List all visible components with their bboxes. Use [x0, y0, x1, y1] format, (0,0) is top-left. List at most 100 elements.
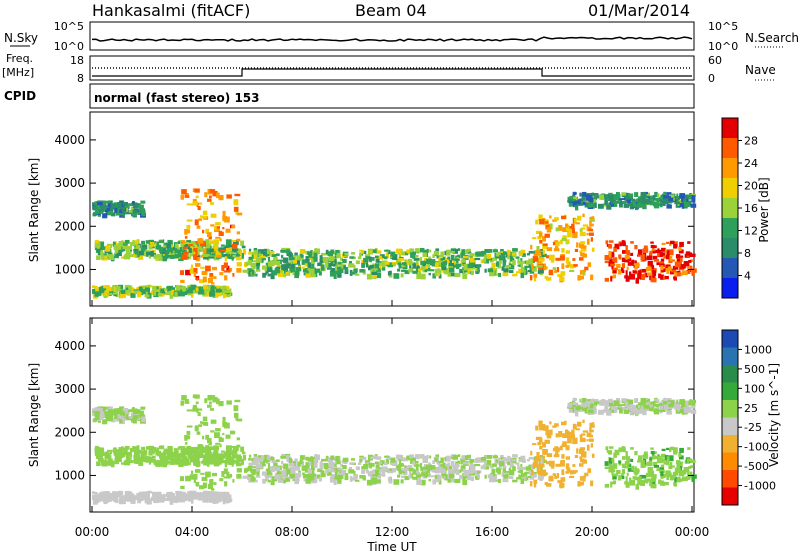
power-cell: [379, 267, 384, 271]
power-cell: [579, 270, 583, 275]
velocity-cell: [98, 492, 105, 499]
velocity-cell: [156, 447, 160, 453]
power-cell: [562, 227, 568, 232]
velocity-cell: [570, 405, 576, 408]
velocity-cell: [337, 472, 343, 476]
power-cell: [221, 265, 225, 271]
power-cell: [123, 206, 126, 211]
power-cell: [673, 243, 678, 249]
velocity-cell: [164, 494, 168, 497]
power-cell: [190, 240, 197, 247]
power-cell: [120, 289, 126, 294]
velocity-cell: [679, 447, 684, 453]
power-cell: [559, 239, 563, 245]
power-cell: [624, 259, 630, 263]
velocity-cell: [184, 493, 189, 500]
velocity-cell: [442, 463, 445, 466]
power-cell: [649, 275, 652, 281]
velocity-cell: [210, 430, 215, 433]
power-cell: [294, 270, 300, 276]
velocity-cell: [383, 462, 388, 466]
power-cell: [350, 252, 356, 255]
power-cell: [123, 244, 127, 247]
velocity-cell: [222, 498, 226, 505]
velocity-cell: [198, 444, 202, 448]
power-cell: [168, 290, 172, 295]
power-cell: [594, 202, 597, 208]
velocity-cell: [236, 437, 240, 441]
power-cell: [443, 268, 446, 274]
power-cell: [461, 249, 465, 254]
power-cell: [209, 195, 212, 199]
velocity-cell: [169, 493, 176, 496]
power-cell: [325, 249, 329, 255]
velocity-cell: [327, 457, 334, 463]
velocity-cell: [660, 480, 664, 486]
velocity-cell: [107, 409, 111, 414]
velocity-cell: [626, 472, 629, 476]
velocity-cell: [209, 401, 212, 405]
power-cell: [274, 268, 280, 274]
velocity-cell: [503, 465, 507, 469]
power-cell: [371, 273, 377, 278]
velocity-cell: [591, 422, 595, 425]
velocity-cell: [359, 455, 364, 458]
power-cell: [621, 269, 625, 273]
velocity-cell: [204, 498, 209, 503]
velocity-cell: [232, 460, 236, 464]
velocity-cell: [554, 423, 559, 427]
power-cell: [633, 202, 636, 207]
power-cell: [566, 224, 570, 231]
velocity-cell: [92, 408, 96, 411]
power-cell: [412, 263, 417, 269]
velocity-cell: [494, 458, 497, 464]
power-cell: [157, 288, 162, 294]
velocity-cell: [680, 461, 684, 464]
power-cell: [409, 262, 412, 269]
velocity-cell: [179, 476, 184, 481]
velocity-cell: [120, 452, 123, 456]
power-cell: [214, 228, 220, 232]
power-cell: [354, 273, 360, 276]
power-cell: [589, 218, 595, 222]
power-cell: [200, 215, 203, 218]
power-cell: [369, 250, 375, 253]
power-cell: [559, 276, 565, 282]
velocity-cell: [113, 450, 117, 456]
velocity-cell: [363, 456, 367, 460]
velocity-cell: [661, 453, 666, 458]
power-cell: [268, 268, 273, 272]
velocity-cell: [99, 417, 104, 421]
power-cell: [546, 255, 550, 259]
power-cell: [636, 203, 641, 208]
power-cell: [194, 219, 199, 226]
velocity-cell: [282, 478, 286, 484]
velocity-cell: [238, 454, 242, 460]
velocity-cell: [270, 457, 275, 461]
power-cell: [395, 258, 402, 265]
power-cell: [527, 269, 532, 272]
power-cell: [133, 202, 138, 207]
velocity-cell: [626, 405, 631, 410]
velocity-cell: [535, 436, 542, 440]
velocity-cell: [538, 463, 545, 466]
power-cell: [195, 195, 199, 199]
velocity-cell: [652, 400, 656, 407]
velocity-cell: [451, 457, 455, 460]
power-cell: [200, 266, 205, 269]
velocity-cell: [581, 403, 585, 407]
velocity-cell: [535, 425, 539, 431]
power-cell: [156, 241, 160, 247]
power-cell: [178, 249, 182, 256]
velocity-cell: [266, 454, 269, 461]
velocity-cell: [97, 408, 103, 414]
power-cell: [557, 274, 563, 277]
velocity-cell: [369, 456, 375, 459]
velocity-cell: [381, 466, 388, 471]
power-cell: [611, 200, 617, 205]
power-cell: [499, 255, 505, 261]
power-cell: [107, 203, 111, 208]
velocity-cell: [512, 454, 518, 458]
velocity-cell: [691, 476, 694, 481]
velocity-cell: [431, 468, 435, 473]
